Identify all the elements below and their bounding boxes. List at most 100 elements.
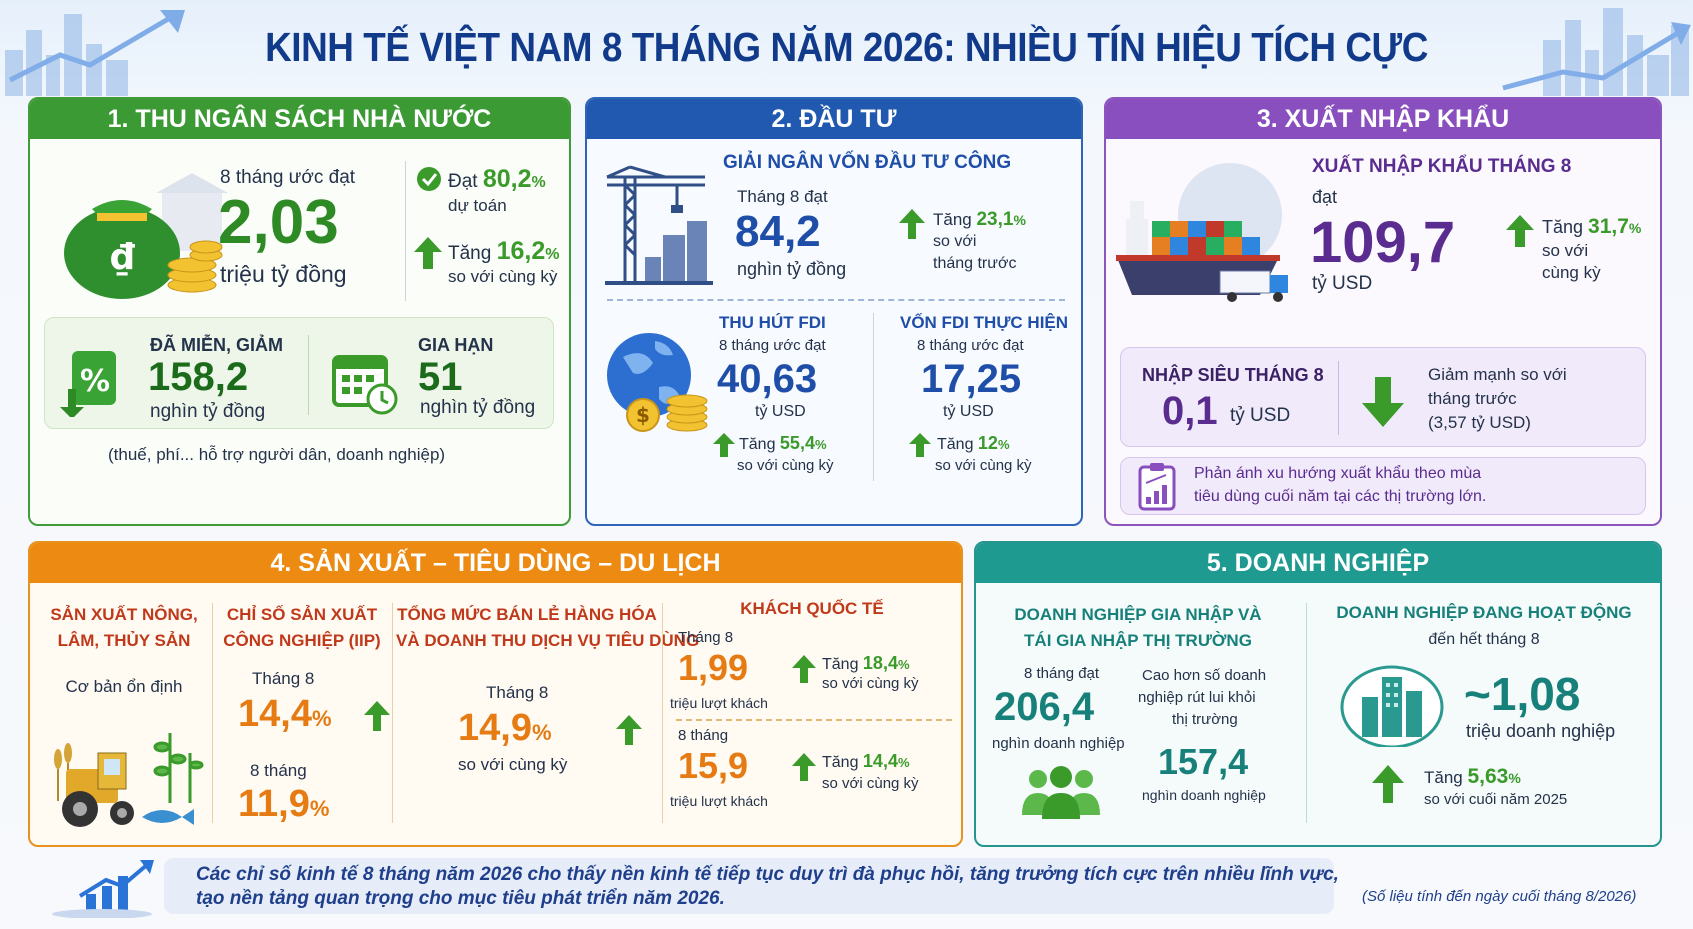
fdi2-sub: so với cùng kỳ <box>935 457 1032 474</box>
ret-t2: VÀ DOANH THU DỊCH VỤ TIÊU DÙNG <box>396 631 700 650</box>
tour-m: Tháng 8 <box>678 629 734 646</box>
mg-label: ĐÃ MIỄN, GIẢM <box>150 335 283 355</box>
tour-title: KHÁCH QUỐC TẾ <box>740 599 884 618</box>
s1-note: (thuế, phí... hỗ trợ người dân, doanh ng… <box>108 445 446 464</box>
iip-t1: CHỈ SỐ SẢN XUẤT <box>226 605 378 624</box>
arrow-up-icon <box>616 715 642 745</box>
fdi2-value: 17,25 <box>921 357 1022 401</box>
pct: % <box>309 796 330 821</box>
act-cmp: so với cuối năm 2025 <box>1424 791 1568 808</box>
act-sub: đến hết tháng 8 <box>1428 631 1540 648</box>
footer-line2: tạo nền tảng quan trọng cho mục tiêu phá… <box>196 888 725 909</box>
exemption-box <box>44 317 554 429</box>
pub-unit: nghìn tỷ đồng <box>737 259 847 279</box>
s1-r1-val: 80,2 <box>482 165 532 193</box>
pub-value: 84,2 <box>735 207 821 256</box>
calendar-clock-icon <box>332 355 398 415</box>
percent-down-icon: % <box>60 351 116 417</box>
pct: % <box>531 720 552 745</box>
section-state-budget: 1. THU NGÂN SÁCH NHÀ NƯỚC ₫ 8 tháng ước … <box>28 97 571 526</box>
act-pre: Tăng <box>1424 768 1463 787</box>
new-t1: DOANH NGHIỆP GIA NHẬP VÀ <box>1014 605 1262 624</box>
globe-coins-icon: $ <box>607 333 708 432</box>
tour-unit: triệu lượt khách <box>670 793 768 809</box>
fdi1-value: 40,63 <box>717 357 818 401</box>
pub-s1: so với <box>933 233 977 250</box>
pct: % <box>814 437 827 452</box>
fdi1-sub: so với cùng kỳ <box>737 457 834 474</box>
section-header: 3. XUẤT NHẬP KHẨU <box>1106 99 1660 139</box>
pub-title: GIẢI NGÂN VỐN ĐẦU TƯ CÔNG <box>723 152 1012 173</box>
trade-pct-val: 31,7 <box>1588 215 1629 238</box>
pub-pre: Tăng <box>933 210 972 229</box>
trade-note2: tiêu dùng cuối năm tại các thị trường lớ… <box>1194 488 1487 505</box>
tour-m-val: 1,99 <box>678 647 749 688</box>
ns-d3: (3,57 tỷ USD) <box>1428 413 1531 432</box>
ret-val: 14,9 <box>458 707 532 749</box>
trade-unit: tỷ USD <box>1312 273 1373 294</box>
trade-s2: cùng kỳ <box>1542 263 1601 282</box>
money-bag-icon: ₫ <box>64 173 228 299</box>
trade-note-box <box>1120 457 1646 515</box>
section-header: 1. THU NGÂN SÁCH NHÀ NƯỚC <box>30 99 569 139</box>
trade-note1: Phản ánh xu hướng xuất khẩu theo mùa <box>1194 465 1482 482</box>
cmp3: thị trường <box>1172 711 1238 728</box>
s1-lead: 8 tháng ước đạt <box>220 167 356 188</box>
fdi2-lead: 8 tháng ước đạt <box>917 337 1024 354</box>
trade-title: XUẤT NHẬP KHẨU THÁNG 8 <box>1312 156 1572 177</box>
tour-8-pre: Tăng <box>822 754 859 771</box>
arrow-up-icon <box>1372 765 1404 803</box>
clipboard-chart-icon <box>1138 463 1176 511</box>
arrow-up-icon <box>414 237 442 269</box>
arrow-down-icon <box>1362 377 1404 427</box>
buildings-icon <box>1340 665 1444 747</box>
iip-8: 8 tháng <box>250 761 307 780</box>
fdi1-pre: Tăng <box>739 436 776 453</box>
iip-8-val: 11,9 <box>238 783 310 825</box>
pub-s2: tháng trước <box>933 255 1017 272</box>
footer-source: (Số liệu tính đến ngày cuối tháng 8/2026… <box>1362 888 1637 905</box>
tractor-crops-icon <box>54 733 204 827</box>
agri-t1: SẢN XUẤT NÔNG, <box>50 605 198 624</box>
footer-line1: Các chỉ số kinh tế 8 tháng năm 2026 cho … <box>196 864 1339 885</box>
fdi2-pct-val: 12 <box>977 433 998 453</box>
section-production: 4. SẢN XUẤT – TIÊU DÙNG – DU LỊCH SẢN XU… <box>28 541 963 847</box>
trade-value: 109,7 <box>1310 210 1456 275</box>
pct: % <box>897 657 910 672</box>
tour-8-pct: 14,4 <box>862 751 898 771</box>
iip-m: Tháng 8 <box>252 669 315 688</box>
section-header: 5. DOANH NGHIỆP <box>976 543 1660 583</box>
arrow-up-icon <box>792 753 816 781</box>
cmp1: Cao hơn số doanh <box>1142 667 1267 684</box>
iip-t2: CÔNG NGHIỆP (IIP) <box>223 631 381 650</box>
arrow-up-icon <box>713 433 735 457</box>
cmp-unit: nghìn doanh nghiệp <box>1142 787 1266 803</box>
trade-lead: đạt <box>1312 187 1338 207</box>
pct: % <box>311 706 332 731</box>
act-value: ~1,08 <box>1464 668 1581 720</box>
iip-m-val: 14,4 <box>238 693 312 735</box>
ns-unit: tỷ USD <box>1230 405 1291 426</box>
svg-text:₫: ₫ <box>110 237 135 278</box>
agri-desc: Cơ bản ổn định <box>65 677 183 696</box>
agri-t2: LÂM, THỦY SẢN <box>57 631 191 650</box>
skyline-right-icon <box>1502 8 1691 96</box>
pub-pct-val: 23,1 <box>976 209 1014 230</box>
footer-summary-box <box>164 858 1334 914</box>
tour-sub: so với cùng kỳ <box>822 675 919 692</box>
arrow-up-icon <box>899 209 925 239</box>
pct: % <box>1508 770 1521 786</box>
fdi1-lead: 8 tháng ước đạt <box>719 337 826 354</box>
act-title: DOANH NGHIỆP ĐANG HOẠT ĐỘNG <box>1336 603 1632 622</box>
people-icon <box>1022 766 1100 819</box>
pct: % <box>545 246 560 263</box>
ns-d1: Giảm mạnh so với <box>1428 365 1567 384</box>
svg-text:%: % <box>80 364 110 399</box>
pct: % <box>897 755 910 770</box>
tour-unit: triệu lượt khách <box>670 695 768 711</box>
check-icon <box>417 167 441 191</box>
ns-title: NHẬP SIÊU THÁNG 8 <box>1142 365 1324 385</box>
cmp-value: 157,4 <box>1158 741 1249 782</box>
tour-8-val: 15,9 <box>678 745 749 786</box>
s1-value: 2,03 <box>218 188 339 257</box>
